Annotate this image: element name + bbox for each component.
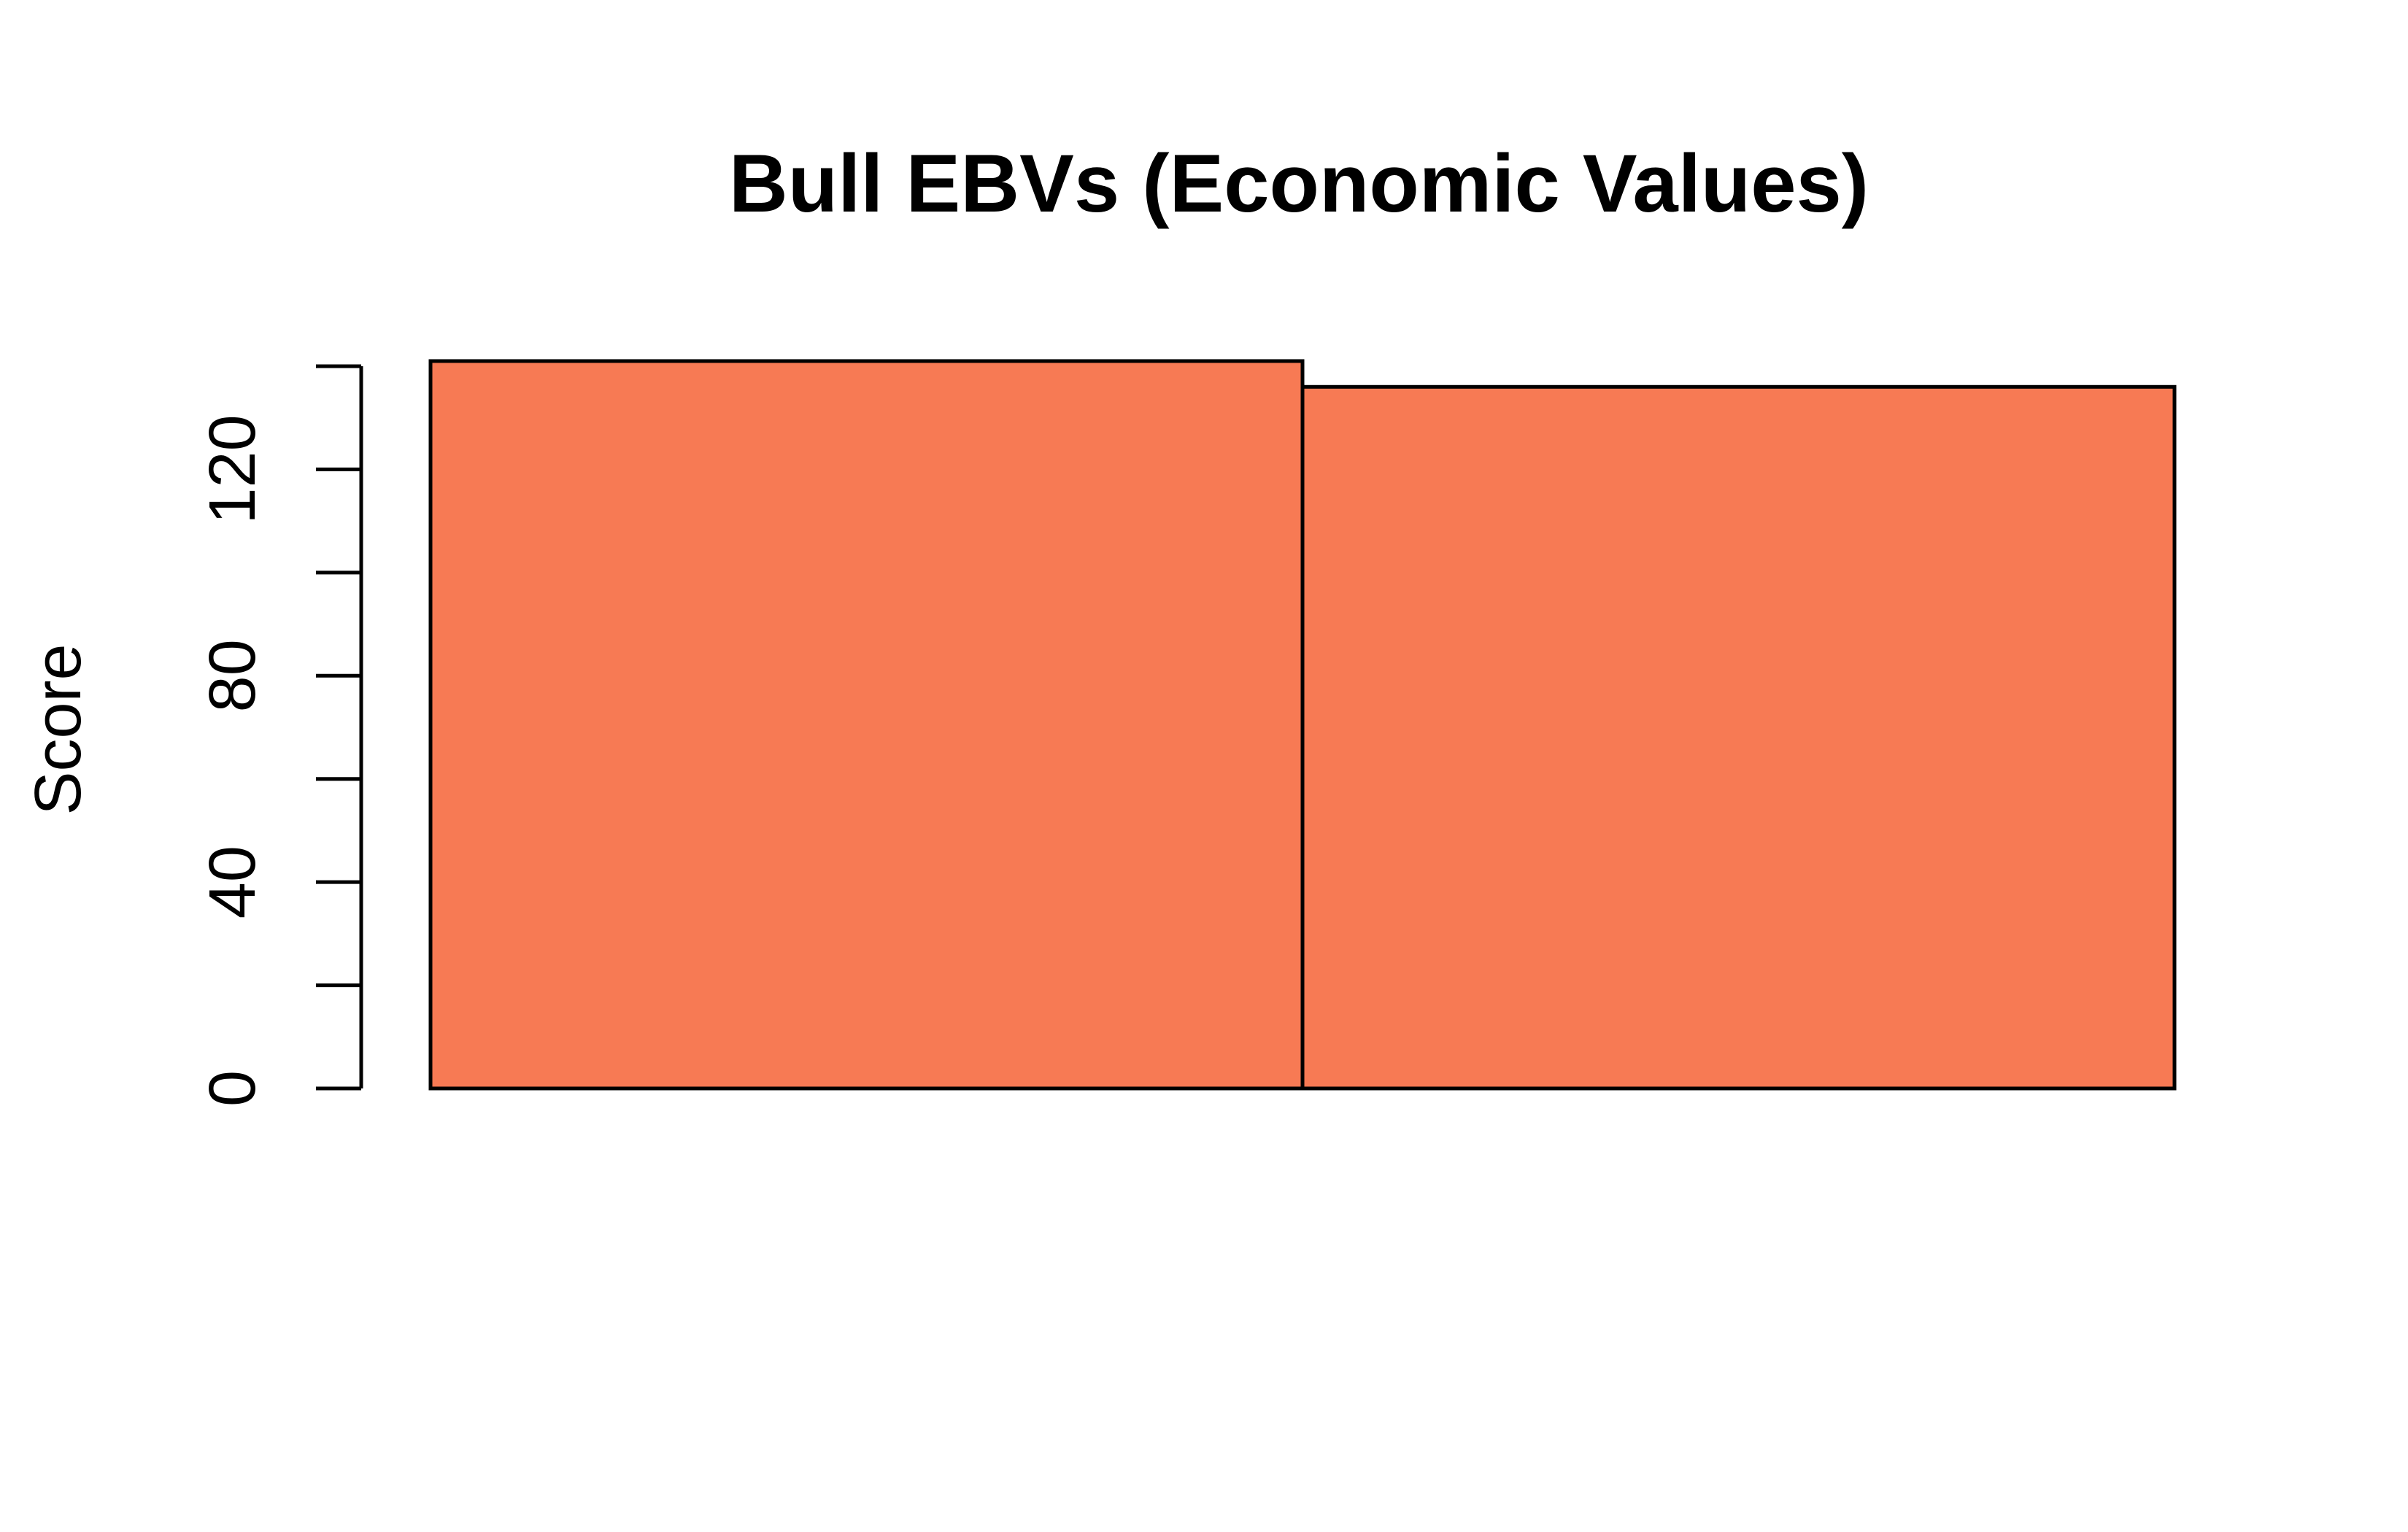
bar xyxy=(428,359,1305,1091)
y-tick-label: 80 xyxy=(196,639,269,712)
bars-group xyxy=(428,359,2177,1091)
bar xyxy=(1300,384,2177,1091)
y-axis-label: Score xyxy=(22,643,95,815)
y-tick-label: 120 xyxy=(196,414,269,524)
y-tick-label: 40 xyxy=(196,846,269,918)
y-axis: 0 40 80 120 xyxy=(196,364,363,1107)
y-tick-label: 0 xyxy=(196,1070,269,1107)
chart-title: Bull EBVs (Economic Values) xyxy=(729,138,1869,229)
